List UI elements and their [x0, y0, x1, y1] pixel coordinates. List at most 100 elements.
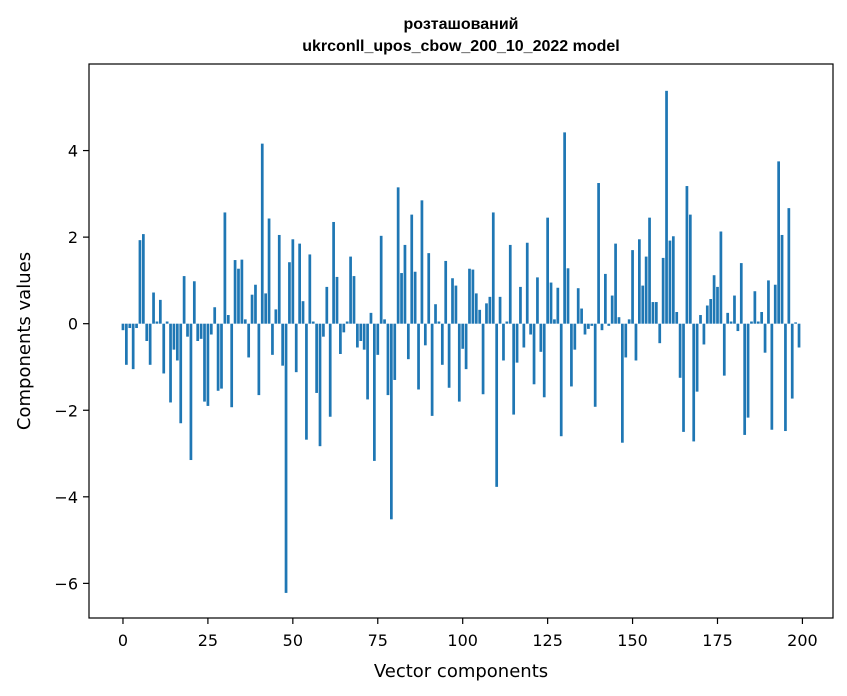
bar-162 — [671, 236, 675, 324]
bar-106 — [481, 323, 485, 395]
x-axis-ticks: 0 25 50 75 100 125 150 175 200 — [118, 618, 818, 650]
bar-50 — [291, 239, 295, 324]
bar-67 — [349, 256, 352, 324]
bar-40 — [257, 323, 261, 396]
bar-98 — [454, 285, 458, 324]
y-tick-label: −4 — [54, 488, 78, 507]
bar-169 — [695, 323, 699, 392]
bar-79 — [390, 323, 393, 520]
bar-92 — [434, 304, 437, 324]
bar-2 — [128, 323, 132, 329]
bar-142 — [604, 273, 607, 324]
bar-38 — [250, 294, 254, 324]
bar-29 — [220, 323, 223, 389]
bar-125 — [546, 217, 549, 324]
bar-60 — [325, 286, 329, 324]
bar-193 — [777, 161, 780, 324]
bar-68 — [352, 276, 356, 324]
bar-72 — [366, 323, 369, 400]
bar-122 — [536, 277, 539, 324]
bar-165 — [682, 323, 685, 432]
x-tick-label: 200 — [787, 631, 818, 650]
bar-7 — [145, 323, 149, 341]
bar-135 — [580, 308, 583, 324]
bar-144 — [610, 295, 614, 324]
bar-27 — [213, 307, 217, 324]
bar-177 — [722, 323, 726, 376]
bar-181 — [736, 323, 740, 332]
bar-30 — [223, 212, 227, 324]
bar-16 — [175, 323, 179, 361]
bar-171 — [702, 323, 706, 345]
bar-84 — [406, 323, 410, 360]
bar-47 — [281, 323, 284, 366]
bar-127 — [553, 319, 556, 324]
bar-88 — [420, 200, 424, 324]
y-tick-label: 0 — [68, 315, 78, 334]
bar-54 — [305, 323, 308, 440]
bar-194 — [780, 234, 784, 324]
bar-36 — [243, 319, 247, 324]
chart-title-line1: розташований — [404, 16, 519, 33]
bar-37 — [247, 323, 251, 358]
y-tick-label: −6 — [54, 574, 78, 593]
bar-1 — [125, 323, 128, 365]
x-tick-label: 0 — [118, 631, 128, 650]
bar-35 — [240, 259, 244, 324]
bar-19 — [186, 323, 189, 337]
bar-62 — [332, 221, 335, 324]
bar-13 — [165, 321, 169, 324]
bar-14 — [169, 323, 172, 403]
bar-74 — [373, 323, 376, 461]
bar-15 — [172, 323, 176, 350]
bar-195 — [784, 323, 787, 432]
bar-173 — [709, 299, 713, 324]
bar-137 — [587, 323, 590, 329]
bar-34 — [237, 268, 240, 324]
bar-8 — [148, 323, 152, 365]
bar-141 — [600, 323, 604, 331]
bar-105 — [478, 309, 482, 324]
bar-9 — [152, 292, 155, 324]
bar-114 — [508, 244, 512, 324]
y-axis-ticks: −6 −4 −2 0 2 4 — [54, 142, 89, 593]
bar-199 — [797, 323, 801, 348]
bar-73 — [369, 312, 373, 324]
bar-186 — [753, 291, 757, 324]
bar-101 — [464, 323, 468, 370]
bar-75 — [376, 323, 380, 355]
bar-57 — [315, 323, 318, 393]
bar-121 — [532, 323, 536, 385]
bar-4 — [135, 323, 138, 329]
bar-168 — [692, 323, 696, 442]
bar-28 — [216, 323, 220, 391]
bar-111 — [498, 296, 502, 324]
bar-42 — [264, 293, 268, 324]
bar-178 — [726, 312, 730, 324]
bar-148 — [624, 323, 628, 358]
bar-69 — [356, 323, 359, 348]
bar-32 — [230, 323, 234, 408]
bar-126 — [549, 282, 553, 324]
bar-39 — [254, 284, 257, 324]
bar-58 — [318, 323, 322, 447]
bar-22 — [196, 323, 200, 341]
bar-80 — [393, 323, 397, 380]
bar-48 — [284, 323, 288, 593]
bar-94 — [440, 323, 444, 365]
bar-107 — [485, 303, 488, 324]
bar-139 — [593, 323, 597, 407]
bar-53 — [301, 301, 305, 324]
bar-189 — [763, 323, 767, 353]
bar-31 — [226, 315, 230, 324]
bar-170 — [699, 315, 702, 324]
bar-5 — [138, 240, 142, 324]
x-axis-label: Vector components — [374, 661, 548, 682]
bar-23 — [199, 323, 203, 339]
bar-163 — [675, 312, 679, 324]
bar-18 — [182, 276, 186, 324]
bar-197 — [790, 323, 794, 399]
bar-190 — [767, 280, 770, 324]
bar-70 — [359, 323, 363, 341]
